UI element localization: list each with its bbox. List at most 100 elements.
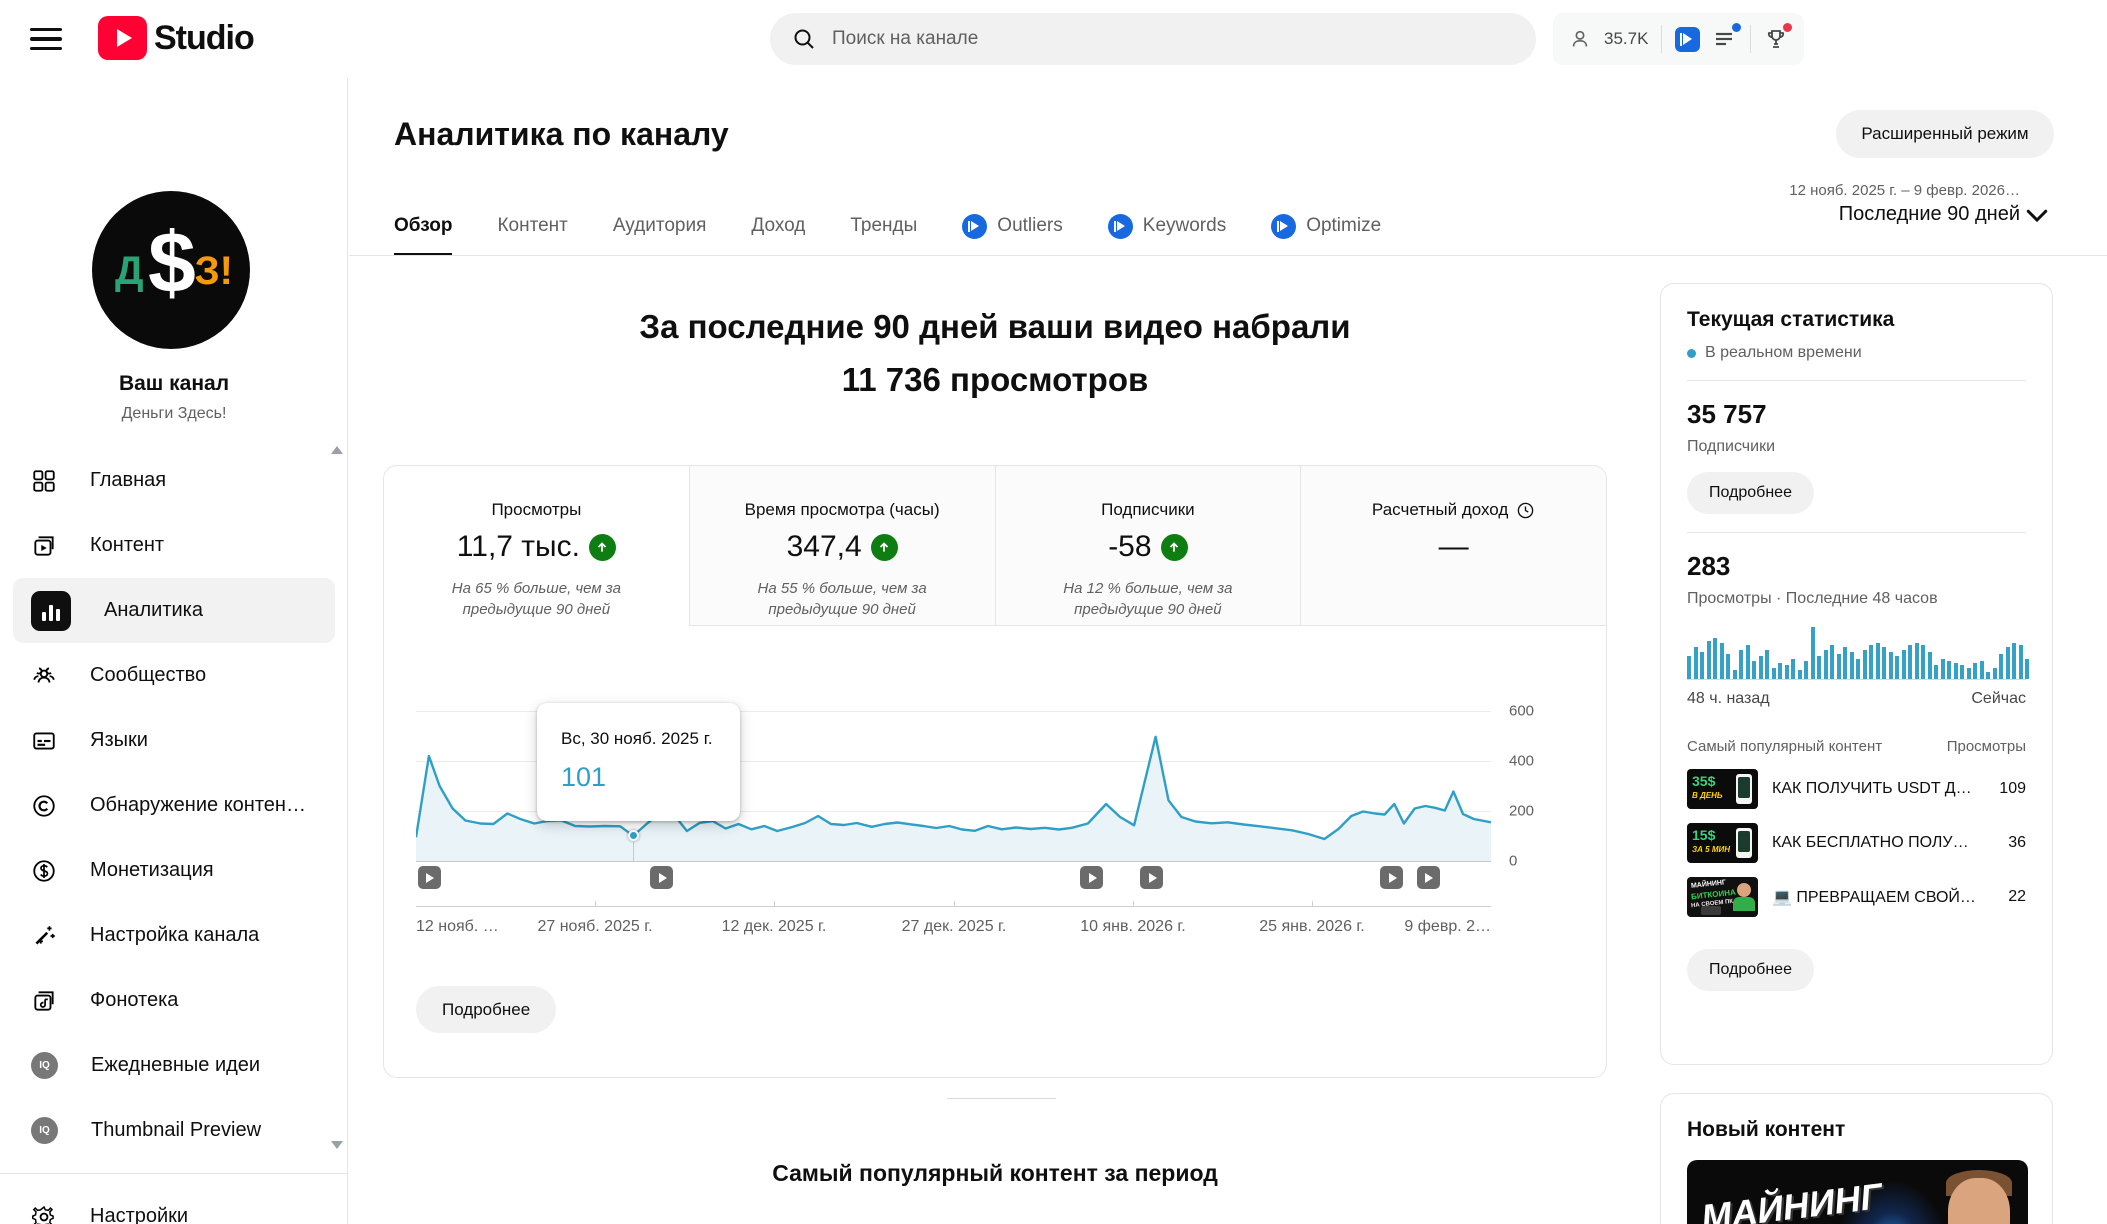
realtime-bar (1694, 647, 1698, 679)
divider (1661, 25, 1662, 53)
sidebar-item-copyright[interactable]: Обнаружение контен… (0, 773, 348, 838)
sidebar-item-label: Настройка канала (90, 924, 259, 947)
sidebar-divider (0, 1173, 348, 1174)
metric-watch-time[interactable]: Время просмотра (часы) 347,4 На 55 % бол… (690, 466, 996, 626)
sidebar-item-daily-ideas[interactable]: IQ Ежедневные идеи (0, 1033, 348, 1098)
channel-search[interactable] (770, 13, 1536, 65)
date-range-text: 12 нояб. 2025 г. – 9 февр. 2026… (1760, 182, 2020, 199)
thumbnail-text: МАЙНИНГ (1699, 1175, 1885, 1224)
video-title: КАК ПОЛУЧИТЬ USDT ДА… (1772, 780, 1978, 798)
tab-overview[interactable]: Обзор (394, 196, 452, 256)
metric-views[interactable]: Просмотры 11,7 тыс. На 65 % больше, чем … (384, 466, 690, 626)
sidebar-item-label: Фонотека (90, 989, 178, 1012)
sidebar-item-analytics[interactable]: Аналитика (13, 578, 335, 643)
realtime-bar (1850, 652, 1854, 679)
realtime-views-details-button[interactable]: Подробнее (1687, 949, 1814, 991)
top-video-row[interactable]: МАЙНИНГ БИТКОИНА НА СВОЕМ ПК 💻 ПРЕВРАЩАЕ… (1687, 877, 2026, 917)
realtime-bar (1752, 661, 1756, 679)
video-publish-marker[interactable] (418, 866, 441, 889)
advanced-mode-button[interactable]: Расширенный режим (1836, 110, 2054, 158)
x-axis-tick (1133, 901, 1134, 906)
realtime-bar (1869, 645, 1873, 679)
x-tick-label: 25 янв. 2026 г. (1259, 918, 1365, 936)
sidebar-item-community[interactable]: Сообщество (0, 643, 348, 708)
date-range-selector[interactable]: 12 нояб. 2025 г. – 9 февр. 2026… Последн… (1760, 182, 2020, 226)
phone-graphic (1736, 828, 1752, 858)
tab-revenue[interactable]: Доход (751, 196, 805, 256)
avatar-dollar: $ (148, 214, 196, 313)
video-publish-marker[interactable] (1417, 866, 1440, 889)
realtime-bar (1837, 654, 1841, 679)
y-tick-label: 600 (1509, 703, 1534, 720)
extension-iq-icon[interactable] (1675, 27, 1700, 52)
video-publish-marker[interactable] (1080, 866, 1103, 889)
youtube-studio-logo[interactable]: Studio (98, 16, 254, 60)
realtime-bar (2006, 647, 2010, 679)
top-video-row[interactable]: 35$ В ДЕНЬ КАК ПОЛУЧИТЬ USDT ДА… 109 (1687, 769, 2026, 809)
realtime-live-label: В реальном времени (1705, 344, 1862, 362)
realtime-bar (2025, 659, 2029, 679)
realtime-bar (1772, 668, 1776, 679)
trophy-achievements-icon[interactable] (1764, 27, 1788, 51)
metric-revenue[interactable]: Расчетный доход — (1301, 466, 1606, 626)
realtime-bar (1824, 650, 1828, 679)
person-graphic (1737, 883, 1751, 897)
youtube-studio-analytics-page: { "topbar": { "brand": "Studio", "search… (0, 0, 2107, 1224)
realtime-bar (1967, 668, 1971, 679)
content-icon (31, 533, 57, 559)
divider (1687, 380, 2026, 381)
sidebar-item-label: Языки (90, 729, 148, 752)
settings-icon (31, 1204, 57, 1224)
community-icon (31, 663, 57, 689)
top-video-row[interactable]: 15$ ЗА 5 МИН КАК БЕСПЛАТНО ПОЛУЧИ… 36 (1687, 823, 2026, 863)
video-publish-marker[interactable] (650, 866, 673, 889)
search-input[interactable] (832, 28, 1514, 50)
trend-up-icon (1161, 534, 1188, 561)
chevron-down-icon[interactable] (2022, 200, 2052, 230)
analytics-overview-card: Просмотры 11,7 тыс. На 65 % больше, чем … (383, 465, 1607, 1078)
channel-avatar[interactable]: Д $ З! (92, 191, 250, 349)
sidebar-item-label: Сообщество (90, 664, 206, 687)
realtime-bar-chart[interactable] (1687, 624, 2026, 680)
youtube-play-icon (98, 16, 147, 60)
realtime-bar (1993, 668, 1997, 679)
sidebar-item-label: Контент (90, 534, 164, 557)
sidebar-item-monetization[interactable]: Монетизация (0, 838, 348, 903)
avatar-letter-d: Д (115, 249, 144, 294)
tab-keywords[interactable]: Keywords (1108, 196, 1226, 256)
sidebar-item-dashboard[interactable]: Главная (0, 448, 348, 513)
realtime-bar (1785, 665, 1789, 679)
tab-trends[interactable]: Тренды (850, 196, 917, 256)
x-tick-label: 12 дек. 2025 г. (722, 918, 827, 936)
metric-subscribers[interactable]: Подписчики -58 На 12 % больше, чем за пр… (996, 466, 1302, 626)
video-thumbnail: МАЙНИНГ БИТКОИНА НА СВОЕМ ПК (1687, 877, 1758, 917)
video-thumbnail: 35$ В ДЕНЬ (1687, 769, 1758, 809)
list-notifications-icon[interactable] (1713, 27, 1737, 51)
sidebar-item-label: Thumbnail Preview (91, 1119, 261, 1142)
menu-hamburger-icon[interactable] (26, 24, 66, 54)
tooltip-date: Вс, 30 нояб. 2025 г. (561, 729, 716, 749)
new-content-thumbnail[interactable]: МАЙНИНГ (1687, 1160, 2028, 1224)
realtime-bar (1726, 654, 1730, 679)
chart-details-button[interactable]: Подробнее (416, 986, 556, 1033)
realtime-bar (1947, 661, 1951, 679)
video-publish-marker[interactable] (1140, 866, 1163, 889)
realtime-subscribers-details-button[interactable]: Подробнее (1687, 472, 1814, 514)
tab-audience[interactable]: Аудитория (613, 196, 707, 256)
sidebar-item-audio-library[interactable]: Фонотека (0, 968, 348, 1033)
sidebar-item-customization[interactable]: Настройка канала (0, 903, 348, 968)
tab-outliers[interactable]: Outliers (962, 196, 1062, 256)
top-bar: Studio 35.7K (0, 0, 2107, 78)
clock-icon (1516, 501, 1535, 520)
sidebar-scroll-up-arrow[interactable] (331, 446, 343, 454)
sidebar-scroll-down-arrow[interactable] (331, 1141, 343, 1149)
x-tick-label: 12 нояб. … (416, 918, 499, 936)
tab-content[interactable]: Контент (497, 196, 567, 256)
sidebar-item-subtitles[interactable]: Языки (0, 708, 348, 773)
sidebar-item-thumbnail-preview[interactable]: IQ Thumbnail Preview (0, 1098, 348, 1163)
video-publish-marker[interactable] (1380, 866, 1403, 889)
sidebar-item-content[interactable]: Контент (0, 513, 348, 578)
tab-optimize[interactable]: Optimize (1271, 196, 1381, 256)
sidebar-item-settings[interactable]: Настройки (0, 1184, 348, 1224)
video-title: 💻 ПРЕВРАЩАЕМ СВОЙ П… (1772, 887, 1978, 907)
